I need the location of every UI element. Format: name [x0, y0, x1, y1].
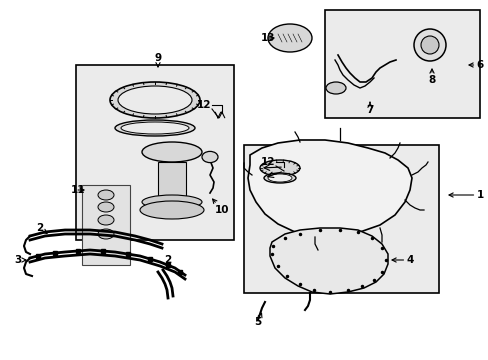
Text: 8: 8 — [427, 69, 435, 85]
Ellipse shape — [98, 215, 114, 225]
Text: 2: 2 — [164, 255, 171, 269]
Ellipse shape — [420, 36, 438, 54]
Bar — [325, 10, 479, 118]
Ellipse shape — [121, 122, 189, 134]
Text: 3: 3 — [14, 255, 26, 265]
Text: 1: 1 — [448, 190, 483, 200]
Text: 2: 2 — [36, 223, 47, 234]
Ellipse shape — [325, 82, 346, 94]
Bar — [82, 185, 130, 265]
Polygon shape — [247, 140, 411, 236]
Text: 4: 4 — [391, 255, 413, 265]
Bar — [244, 145, 438, 293]
Text: 6: 6 — [468, 60, 483, 70]
Text: 13: 13 — [260, 33, 275, 43]
Ellipse shape — [98, 202, 114, 212]
Ellipse shape — [110, 82, 200, 118]
Ellipse shape — [260, 160, 299, 176]
Ellipse shape — [142, 142, 202, 162]
Text: 12: 12 — [196, 100, 211, 110]
Ellipse shape — [140, 201, 203, 219]
Text: 10: 10 — [212, 199, 229, 215]
Text: 11: 11 — [71, 185, 85, 195]
Text: 12: 12 — [260, 157, 275, 167]
Ellipse shape — [142, 195, 202, 209]
Polygon shape — [269, 228, 387, 294]
Ellipse shape — [264, 173, 295, 183]
Ellipse shape — [413, 29, 445, 61]
Text: 7: 7 — [366, 102, 373, 115]
Text: 9: 9 — [154, 53, 161, 67]
Ellipse shape — [267, 174, 291, 182]
Ellipse shape — [202, 152, 218, 163]
Bar — [76, 65, 234, 240]
Text: 5: 5 — [254, 313, 262, 327]
Ellipse shape — [115, 120, 195, 136]
Bar — [158, 162, 185, 212]
Ellipse shape — [118, 86, 192, 114]
Ellipse shape — [98, 190, 114, 200]
Ellipse shape — [267, 24, 311, 52]
Ellipse shape — [98, 229, 114, 239]
